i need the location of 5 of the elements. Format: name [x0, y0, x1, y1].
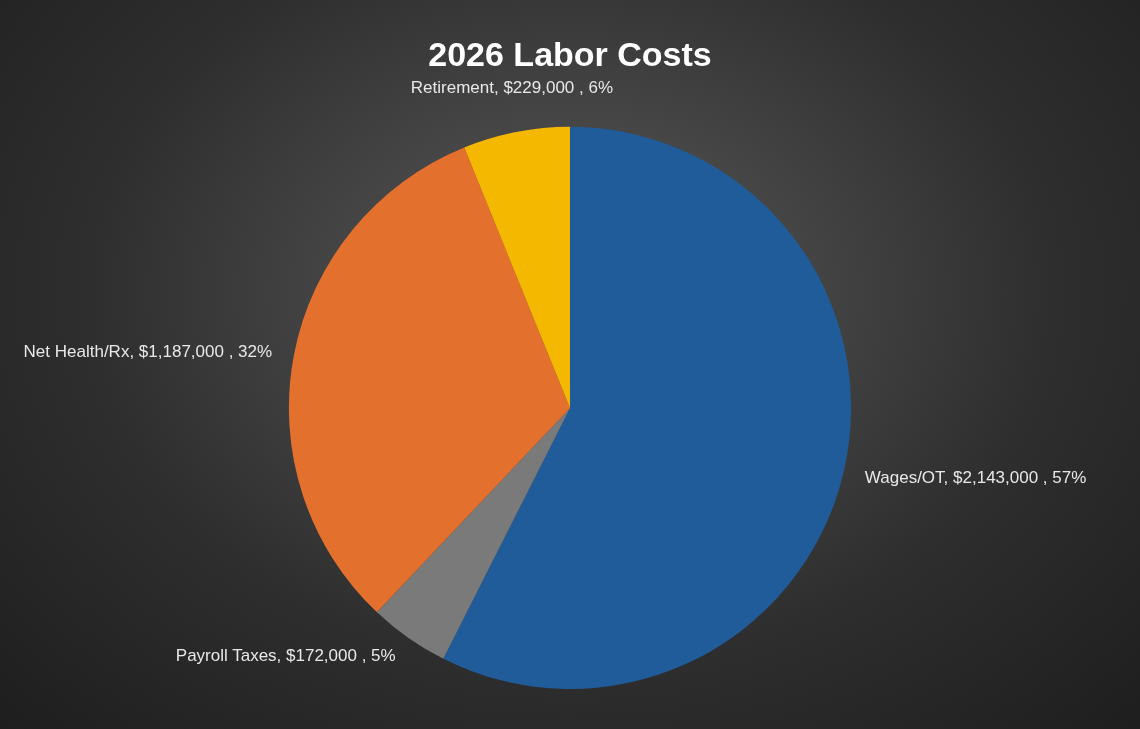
- slice-label: Wages/OT, $2,143,000 , 57%: [864, 467, 1087, 487]
- chart-title: 2026 Labor Costs: [428, 34, 712, 73]
- slice-label: Retirement, $229,000 , 6%: [410, 78, 614, 98]
- slice-label: Net Health/Rx, $1,187,000 , 32%: [23, 341, 273, 361]
- slice-label: Payroll Taxes, $172,000 , 5%: [175, 645, 396, 665]
